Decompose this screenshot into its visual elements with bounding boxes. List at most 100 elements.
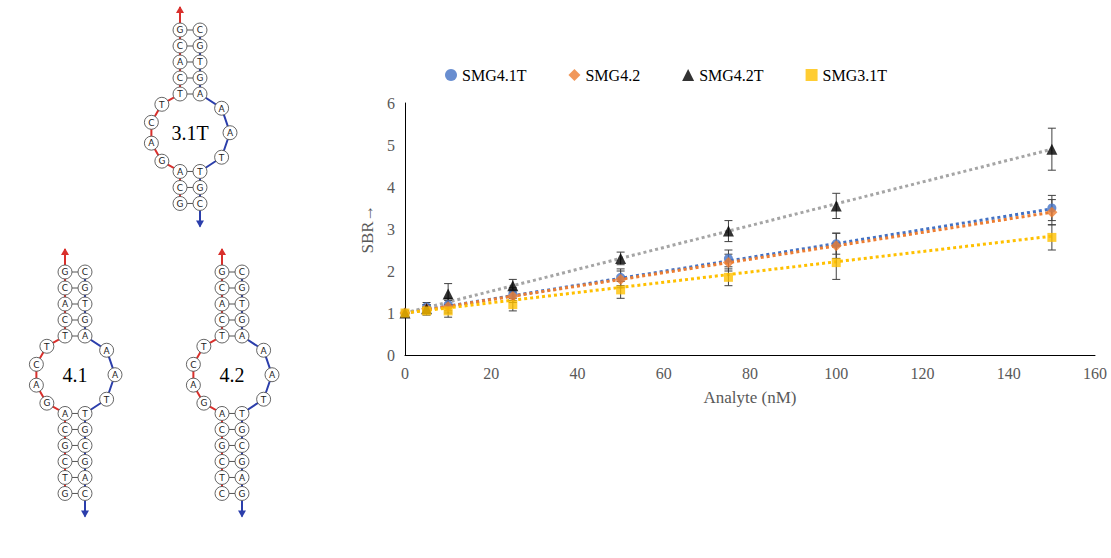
svg-text:T: T [260,395,267,405]
svg-text:G: G [219,441,226,451]
svg-text:C: C [239,267,245,277]
svg-text:A: A [190,380,197,390]
svg-text:T: T [238,409,245,419]
svg-text:C: C [33,360,39,370]
svg-text:G: G [82,457,89,467]
svg-text:A: A [62,299,69,309]
svg-text:A: A [219,104,226,114]
svg-text:6: 6 [387,95,395,112]
svg-text:C: C [177,73,183,83]
svg-text:A: A [104,346,111,356]
svg-text:T: T [176,89,183,99]
svg-text:G: G [197,41,204,51]
svg-text:C: C [197,199,203,209]
svg-text:A: A [261,346,268,356]
svg-text:G: G [239,425,246,435]
svg-text:A: A [112,370,119,380]
svg-text:G: G [219,267,226,277]
svg-text:T: T [218,473,225,483]
svg-text:G: G [82,283,89,293]
svg-text:C: C [239,441,245,451]
svg-text:A: A [82,331,89,341]
svg-text:A: A [177,167,184,177]
svg-text:4: 4 [387,179,395,196]
svg-text:4.1: 4.1 [63,364,88,386]
svg-text:2: 2 [387,263,395,280]
svg-text:C: C [219,457,225,467]
svg-text:100: 100 [824,365,848,382]
svg-text:T: T [218,331,225,341]
svg-text:G: G [43,398,50,408]
svg-text:G: G [158,156,165,166]
svg-text:C: C [190,360,196,370]
svg-text:G: G [239,457,246,467]
svg-text:3.1T: 3.1T [171,122,208,144]
svg-text:G: G [200,398,207,408]
svg-text:A: A [219,299,226,309]
svg-text:G: G [197,73,204,83]
svg-text:A: A [269,370,276,380]
svg-text:5: 5 [387,137,395,154]
svg-text:SMG4.1T: SMG4.1T [462,67,527,84]
svg-text:C: C [82,441,88,451]
svg-text:60: 60 [656,365,672,382]
svg-text:A: A [62,409,69,419]
svg-text:G: G [197,183,204,193]
svg-text:C: C [82,489,88,499]
svg-text:G: G [177,199,184,209]
svg-text:T: T [81,299,88,309]
svg-text:A: A [148,138,155,148]
svg-text:C: C [177,41,183,51]
svg-text:T: T [61,473,68,483]
svg-text:T: T [61,331,68,341]
svg-text:A: A [177,57,184,67]
svg-text:T: T [196,167,203,177]
svg-text:4.2: 4.2 [220,364,245,386]
svg-text:T: T [103,395,110,405]
svg-text:C: C [197,25,203,35]
svg-text:T: T [218,153,225,163]
svg-text:C: C [62,283,68,293]
svg-text:G: G [62,441,69,451]
svg-text:T: T [81,409,88,419]
svg-text:A: A [239,473,246,483]
svg-text:G: G [82,425,89,435]
svg-text:C: C [62,425,68,435]
svg-text:C: C [148,118,154,128]
svg-text:40: 40 [570,365,586,382]
svg-text:C: C [219,283,225,293]
svg-text:SMG4.2T: SMG4.2T [699,67,764,84]
svg-text:A: A [33,380,40,390]
svg-text:A: A [197,89,204,99]
svg-text:140: 140 [997,365,1021,382]
svg-text:T: T [238,299,245,309]
svg-text:Analyte (nM): Analyte (nM) [703,388,796,407]
svg-text:C: C [177,183,183,193]
svg-text:G: G [239,315,246,325]
svg-text:80: 80 [742,365,758,382]
svg-text:G: G [62,489,69,499]
svg-text:20: 20 [483,365,499,382]
svg-text:SBR→: SBR→ [358,204,377,253]
svg-text:G: G [177,25,184,35]
svg-text:T: T [158,100,165,110]
svg-text:SMG4.2: SMG4.2 [585,67,640,84]
svg-text:C: C [82,267,88,277]
svg-text:3: 3 [387,221,395,238]
svg-text:T: T [196,57,203,67]
svg-text:120: 120 [911,365,935,382]
svg-text:A: A [82,473,89,483]
svg-text:0: 0 [401,365,409,382]
svg-text:C: C [219,489,225,499]
svg-text:C: C [62,457,68,467]
svg-text:C: C [219,425,225,435]
svg-text:G: G [239,489,246,499]
svg-text:A: A [219,409,226,419]
svg-text:T: T [200,342,207,352]
svg-text:C: C [219,315,225,325]
svg-text:0: 0 [387,347,395,364]
svg-text:A: A [227,128,234,138]
svg-text:C: C [62,315,68,325]
svg-text:G: G [239,283,246,293]
svg-text:1: 1 [387,305,395,322]
